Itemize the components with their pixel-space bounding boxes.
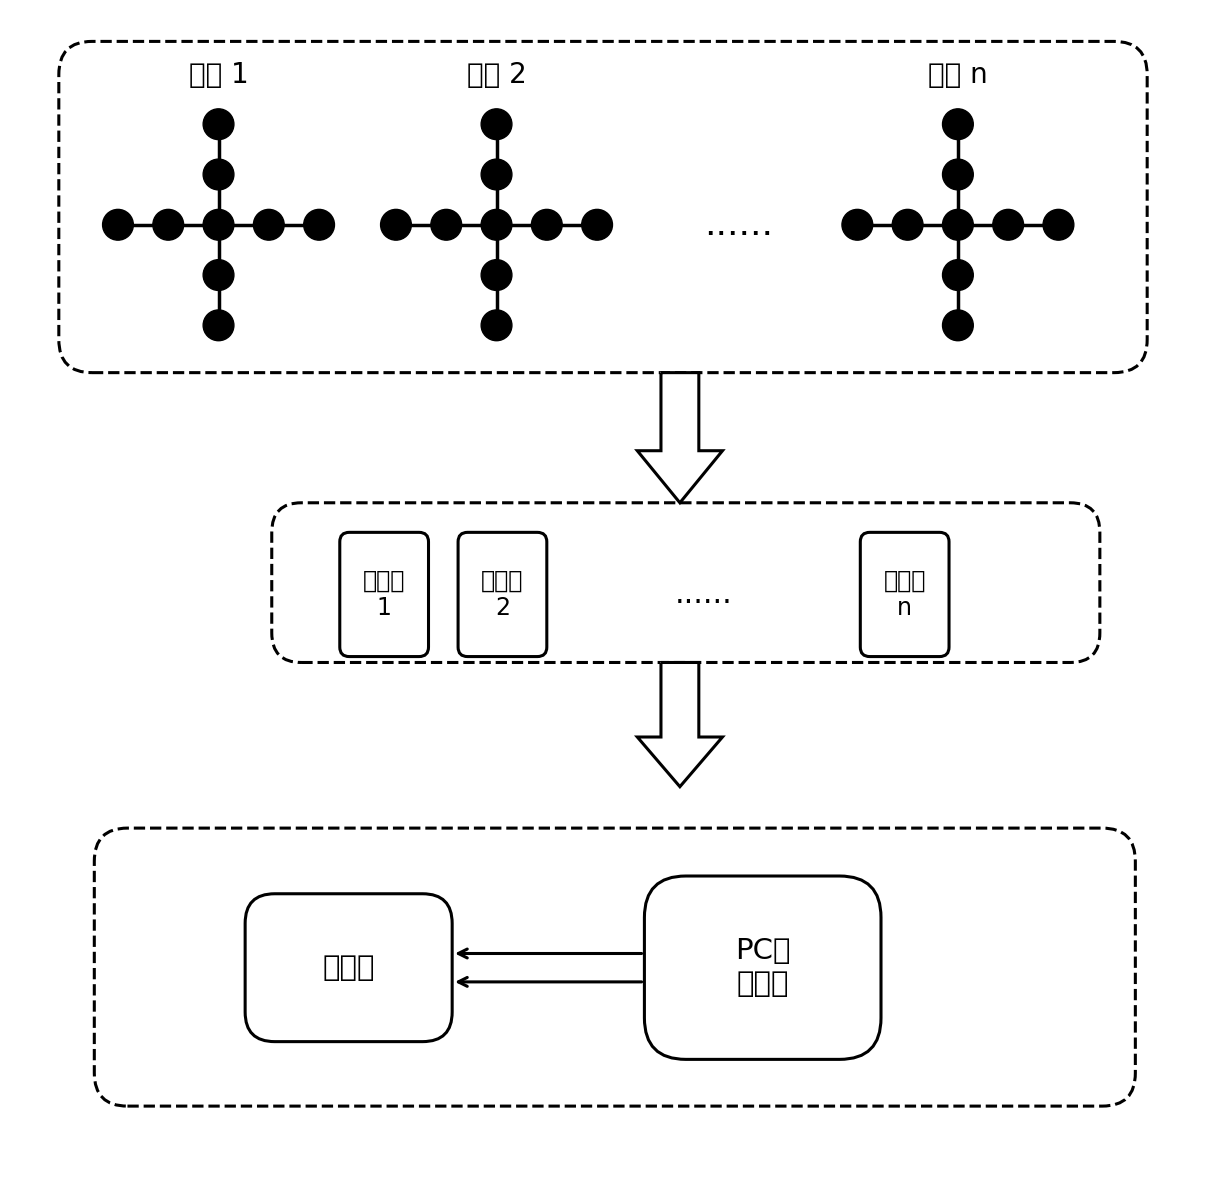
Text: 采集卡
2: 采集卡 2 bbox=[481, 569, 523, 620]
Text: PC端
上位机: PC端 上位机 bbox=[734, 937, 790, 998]
Text: ......: ...... bbox=[674, 580, 732, 609]
Circle shape bbox=[481, 259, 511, 290]
Circle shape bbox=[943, 109, 973, 140]
Circle shape bbox=[892, 209, 923, 240]
Circle shape bbox=[381, 209, 411, 240]
FancyBboxPatch shape bbox=[458, 532, 546, 657]
Circle shape bbox=[481, 209, 511, 240]
Text: 采集卡
1: 采集卡 1 bbox=[363, 569, 405, 620]
Circle shape bbox=[153, 209, 183, 240]
Circle shape bbox=[481, 159, 511, 190]
Circle shape bbox=[431, 209, 462, 240]
FancyBboxPatch shape bbox=[340, 532, 428, 657]
Circle shape bbox=[532, 209, 562, 240]
Circle shape bbox=[943, 310, 973, 341]
Circle shape bbox=[581, 209, 613, 240]
Text: 储存器: 储存器 bbox=[322, 953, 375, 982]
Circle shape bbox=[203, 209, 234, 240]
FancyBboxPatch shape bbox=[245, 894, 452, 1042]
Text: 采集卡
n: 采集卡 n bbox=[884, 569, 926, 620]
FancyBboxPatch shape bbox=[644, 875, 882, 1060]
Circle shape bbox=[203, 109, 234, 140]
Circle shape bbox=[481, 109, 511, 140]
Text: ......: ...... bbox=[704, 208, 773, 241]
Circle shape bbox=[943, 259, 973, 290]
Circle shape bbox=[203, 259, 234, 290]
Text: 阵列 2: 阵列 2 bbox=[467, 60, 526, 89]
Circle shape bbox=[943, 209, 973, 240]
FancyBboxPatch shape bbox=[860, 532, 949, 657]
Circle shape bbox=[993, 209, 1024, 240]
Polygon shape bbox=[637, 373, 722, 503]
Polygon shape bbox=[637, 662, 722, 787]
Circle shape bbox=[481, 310, 511, 341]
Circle shape bbox=[203, 310, 234, 341]
Text: 阵列 1: 阵列 1 bbox=[188, 60, 248, 89]
Circle shape bbox=[842, 209, 873, 240]
Text: 阵列 n: 阵列 n bbox=[929, 60, 988, 89]
Circle shape bbox=[253, 209, 285, 240]
Circle shape bbox=[304, 209, 334, 240]
Circle shape bbox=[203, 159, 234, 190]
Circle shape bbox=[103, 209, 134, 240]
Circle shape bbox=[1043, 209, 1073, 240]
Circle shape bbox=[943, 159, 973, 190]
